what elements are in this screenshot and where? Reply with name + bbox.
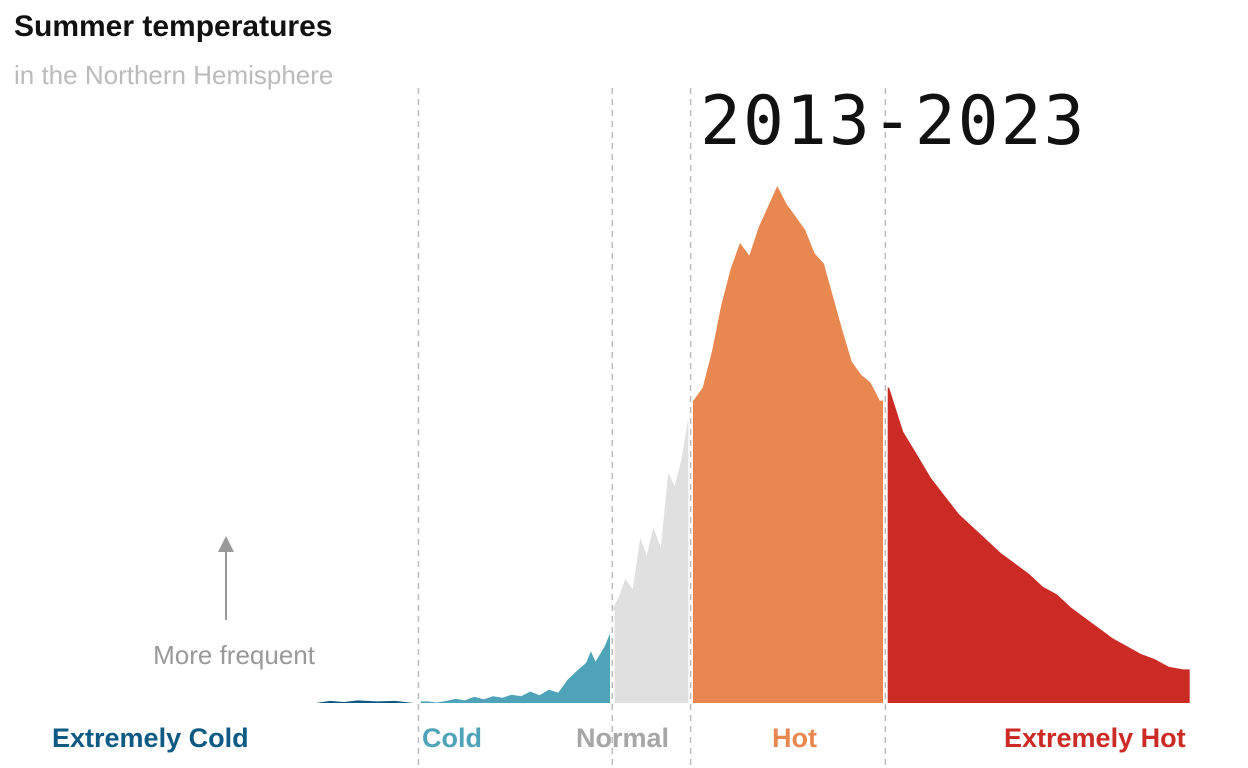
frequency-arrow [218, 536, 234, 620]
category-label-normal: Normal [576, 723, 670, 753]
arrow-up-icon [218, 536, 234, 552]
category-label-extremely-hot: Extremely Hot [1004, 723, 1186, 753]
area-normal [612, 416, 689, 703]
y-axis-label: More frequent [153, 640, 315, 670]
area-cold [420, 634, 610, 703]
category-label-cold: Cold [422, 723, 482, 753]
category-label-hot: Hot [772, 723, 817, 753]
chart-title: Summer temperatures [14, 10, 333, 43]
area-extremely-hot [887, 387, 1190, 703]
category-dividers [417, 88, 887, 768]
category-label-extremely-cold: Extremely Cold [52, 723, 249, 753]
chart-subtitle: in the Northern Hemisphere [14, 60, 334, 90]
area-extremely-cold [260, 700, 417, 703]
distribution-areas [260, 186, 1190, 703]
area-hot [692, 186, 883, 703]
period-label: 2013-2023 [700, 82, 1087, 161]
